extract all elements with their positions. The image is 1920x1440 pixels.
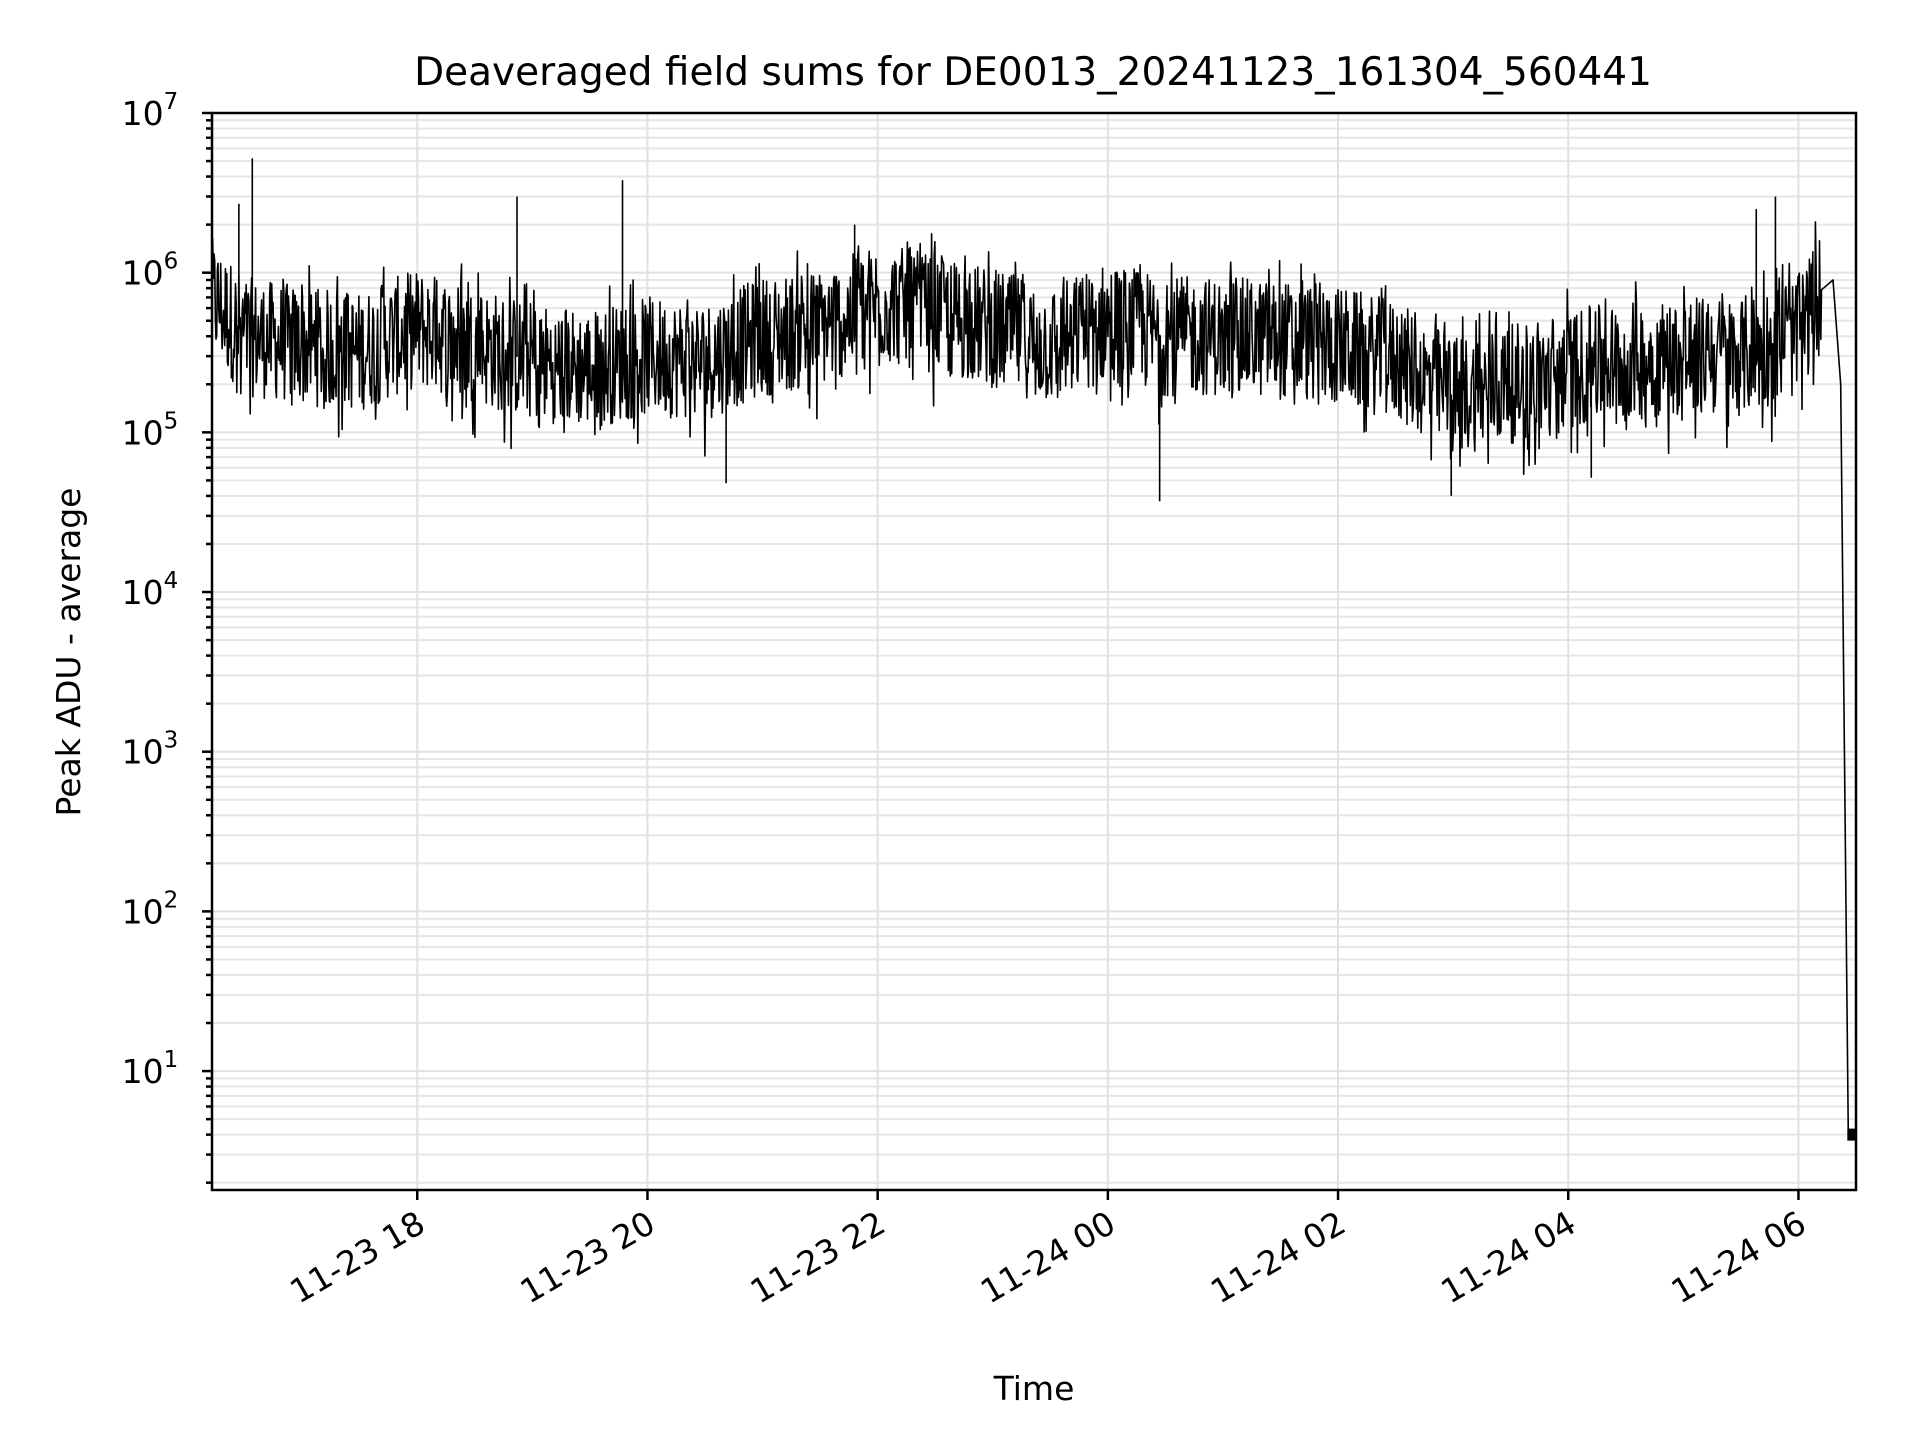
y-tick-exponent: 1 — [164, 1047, 179, 1073]
y-tick-label: 106 — [122, 249, 179, 293]
y-tick-base: 10 — [122, 1052, 164, 1091]
y-tick-base: 10 — [122, 94, 164, 133]
series-end-marker — [1847, 1128, 1856, 1141]
y-tick-exponent: 4 — [164, 568, 179, 594]
y-tick-base: 10 — [122, 254, 164, 293]
y-tick-exponent: 6 — [164, 249, 179, 275]
y-tick-base: 10 — [122, 413, 164, 452]
chart-title: Deaveraged field sums for DE0013_2024112… — [414, 50, 1652, 95]
y-tick-label: 104 — [122, 568, 179, 612]
y-tick-exponent: 2 — [164, 887, 179, 913]
y-tick-label: 107 — [122, 89, 179, 133]
x-axis-label: Time — [993, 1369, 1075, 1408]
y-tick-label: 105 — [122, 408, 179, 452]
y-tick-label: 102 — [122, 887, 179, 931]
y-tick-label: 103 — [122, 728, 179, 772]
y-tick-base: 10 — [122, 573, 164, 612]
y-tick-exponent: 3 — [164, 728, 179, 754]
y-tick-base: 10 — [122, 892, 164, 931]
plot-area — [211, 158, 1856, 1141]
y-tick-exponent: 7 — [164, 89, 179, 115]
y-tick-exponent: 5 — [164, 408, 179, 434]
y-axis-label: Peak ADU - average — [49, 488, 88, 817]
series-line — [211, 221, 1856, 1136]
y-tick-base: 10 — [122, 733, 164, 772]
axes-frame — [210, 111, 1858, 1192]
y-tick-label: 101 — [122, 1047, 179, 1091]
